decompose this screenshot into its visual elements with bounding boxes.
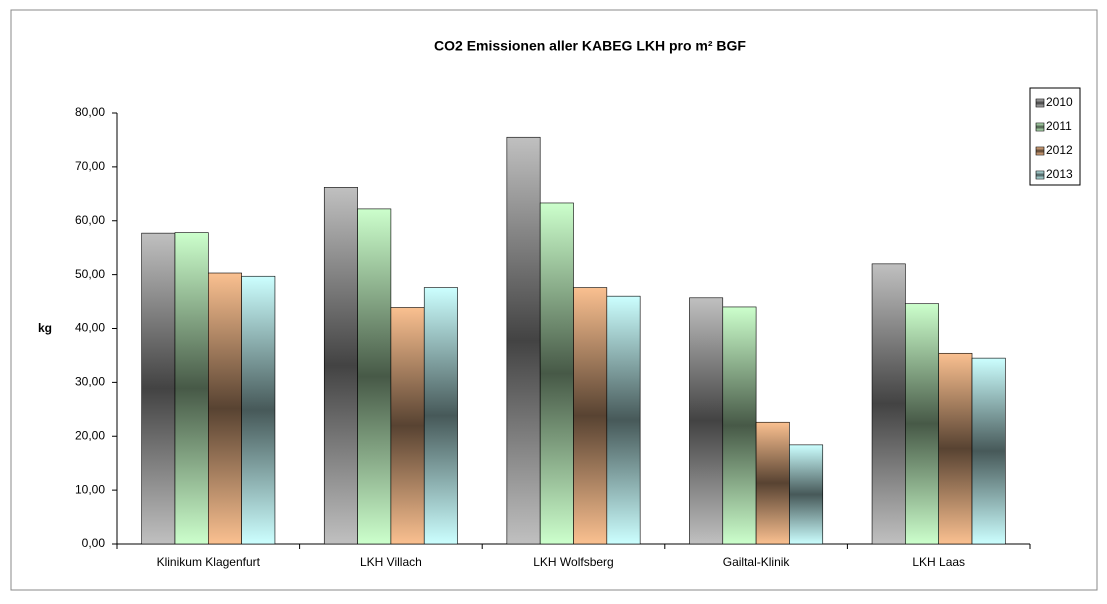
legend-label: 2011 [1046,119,1072,133]
x-tick-label: Gailtal-Klinik [723,555,791,569]
legend-label: 2010 [1046,95,1073,109]
bar [141,232,176,545]
legend-swatch [1035,122,1045,132]
legend-swatch [1035,98,1045,108]
bar [208,272,242,545]
y-tick-label: 30,00 [75,375,105,389]
bar [971,357,1006,545]
bar [573,287,608,545]
bar [938,352,973,545]
y-tick-label: 60,00 [75,213,105,227]
bar [241,275,276,545]
bar [689,297,724,545]
bar [871,263,906,545]
bar [423,287,458,545]
y-tick-label: 80,00 [75,105,105,119]
y-axis-label: kg [38,321,52,335]
bar [789,444,824,545]
bar [506,136,541,545]
legend-label: 2012 [1046,143,1073,157]
y-tick-label: 0,00 [82,536,106,550]
bar [390,307,425,545]
bar [357,208,392,545]
x-tick-label: LKH Villach [360,555,422,569]
bar [755,421,790,545]
bar [174,232,209,545]
y-tick-label: 50,00 [75,267,105,281]
chart-title: CO2 Emissionen aller KABEG LKH pro m² BG… [434,38,746,54]
bar [606,295,641,545]
bar [323,187,358,545]
x-tick-label: Klinikum Klagenfurt [157,555,261,569]
y-tick-label: 20,00 [75,428,105,442]
y-tick-label: 40,00 [75,321,105,335]
legend-swatch [1035,170,1045,180]
y-tick-label: 70,00 [75,159,105,173]
legend-swatch [1035,146,1045,156]
bar [905,303,939,545]
x-tick-label: LKH Wolfsberg [533,555,613,569]
y-tick-label: 10,00 [75,482,105,496]
bar [722,306,757,545]
legend-label: 2013 [1046,167,1073,181]
x-tick-label: LKH Laas [912,555,965,569]
bar [539,202,574,545]
